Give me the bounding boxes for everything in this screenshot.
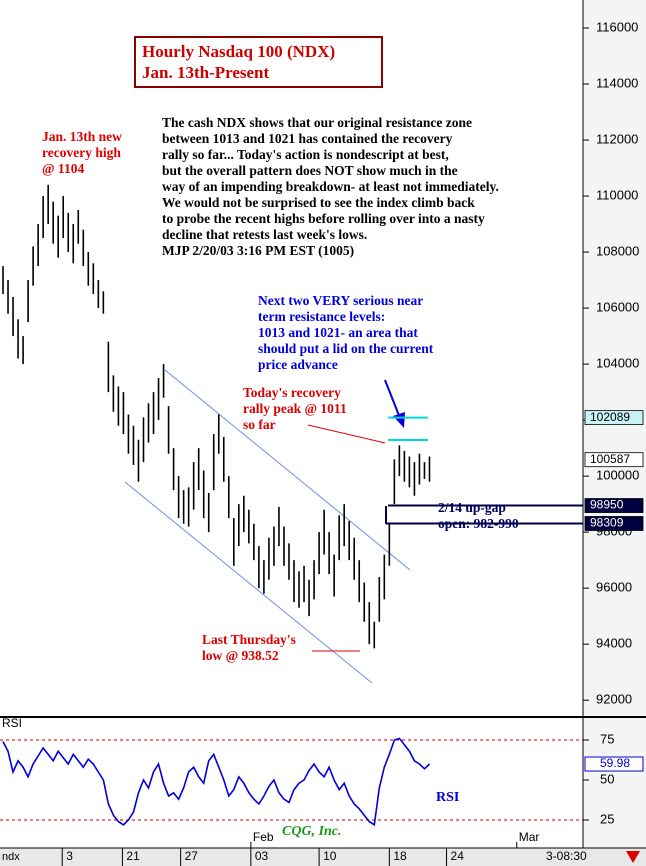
annotation: between 1013 and 1021 has contained the … [162,131,453,146]
annotation: Last Thursday's [202,632,296,647]
time-label: 3-08:30 [546,849,587,863]
y-tick-label: 25 [600,811,614,826]
chart-title: Hourly Nasdaq 100 (NDX) [142,42,335,61]
x-tick-label: 27 [185,849,199,863]
annotation: We would not be surprised to see the ind… [162,195,475,210]
y-tick-label: 92000 [596,692,632,707]
y-tick-label: 112000 [596,131,638,146]
x-tick-label: 18 [393,849,407,863]
month-label: Mar [519,830,540,844]
price-marker-box [584,410,644,426]
price-marker-box [584,498,644,513]
annotation: low @ 938.52 [202,648,279,663]
arrow-head [393,412,405,428]
annotation: 2/14 up-gap [438,500,506,515]
annotation: price advance [258,357,338,372]
annotation: decline that retests last week's lows. [162,227,367,242]
annotation: rally so far... Today's action is nondes… [162,147,449,162]
y-tick-label: 106000 [596,300,639,315]
annotation: rally peak @ 1011 [243,401,347,416]
annotation: so far [243,417,276,432]
y-tick-label: 116000 [596,19,638,34]
annotation: term resistance levels: [258,309,385,324]
price-marker-label: 100587 [590,452,630,466]
month-label: Feb [253,830,274,844]
x-tick-label: 10 [323,849,337,863]
y-tick-label: 114000 [596,75,638,90]
annotation: MJP 2/20/03 3:16 PM EST (1005) [162,243,354,258]
price-marker-label: 102089 [590,410,630,424]
symbol: ndx [2,851,20,863]
annotation: recovery high [42,145,121,160]
annotation: The cash NDX shows that our original res… [162,115,472,130]
panel-label: RSI [2,716,22,730]
title-box [134,36,383,88]
y-tick-label: 110000 [596,187,638,202]
scroll-arrow[interactable] [626,851,640,863]
channel-line [164,369,411,571]
watermark: CQG, Inc. [282,824,342,839]
x-tick-label: 03 [255,849,269,863]
value-box [584,756,644,772]
annotation: Next two VERY serious near [258,293,423,308]
chart-subtitle: Jan. 13th-Present [142,63,270,82]
pointer-line [307,424,386,444]
price-marker-box [584,516,644,531]
y-tick-label: 96000 [596,580,632,595]
x-tick-label: 21 [126,849,140,863]
arrow [384,379,401,419]
annotation: open: 982-990 [438,516,519,531]
rsi-line [2,737,431,827]
channel-line [124,481,373,684]
annotation: Today's recovery [243,385,341,400]
y-tick-label: 104000 [596,356,639,371]
annotation: but the overall pattern does NOT show mu… [162,163,458,178]
x-tick-label: 3 [66,849,73,863]
x-tick-label: 24 [451,849,465,863]
price-marker-label: 98309 [590,516,624,530]
annotation: way of an impending breakdown- at least … [162,179,499,194]
annotation: Jan. 13th new [42,129,122,144]
series-label: RSI [436,790,459,805]
annotation: @ 1104 [42,161,84,176]
annotation: to probe the recent highs before rolling… [162,211,485,226]
price-marker-label: 98950 [590,498,624,512]
time-axis-panel [0,848,646,866]
price-marker-box [584,452,644,468]
y-tick-label: 108000 [596,244,639,259]
y-tick-label: 50 [600,771,614,786]
y-tick-label: 100000 [596,468,639,483]
y-tick-label: 94000 [596,636,632,651]
y-tick-label: 75 [600,731,614,746]
annotation: should put a lid on the current [258,341,434,356]
last-value-label: 59.98 [600,756,630,770]
annotation: 1013 and 1021- an area that [258,325,418,340]
